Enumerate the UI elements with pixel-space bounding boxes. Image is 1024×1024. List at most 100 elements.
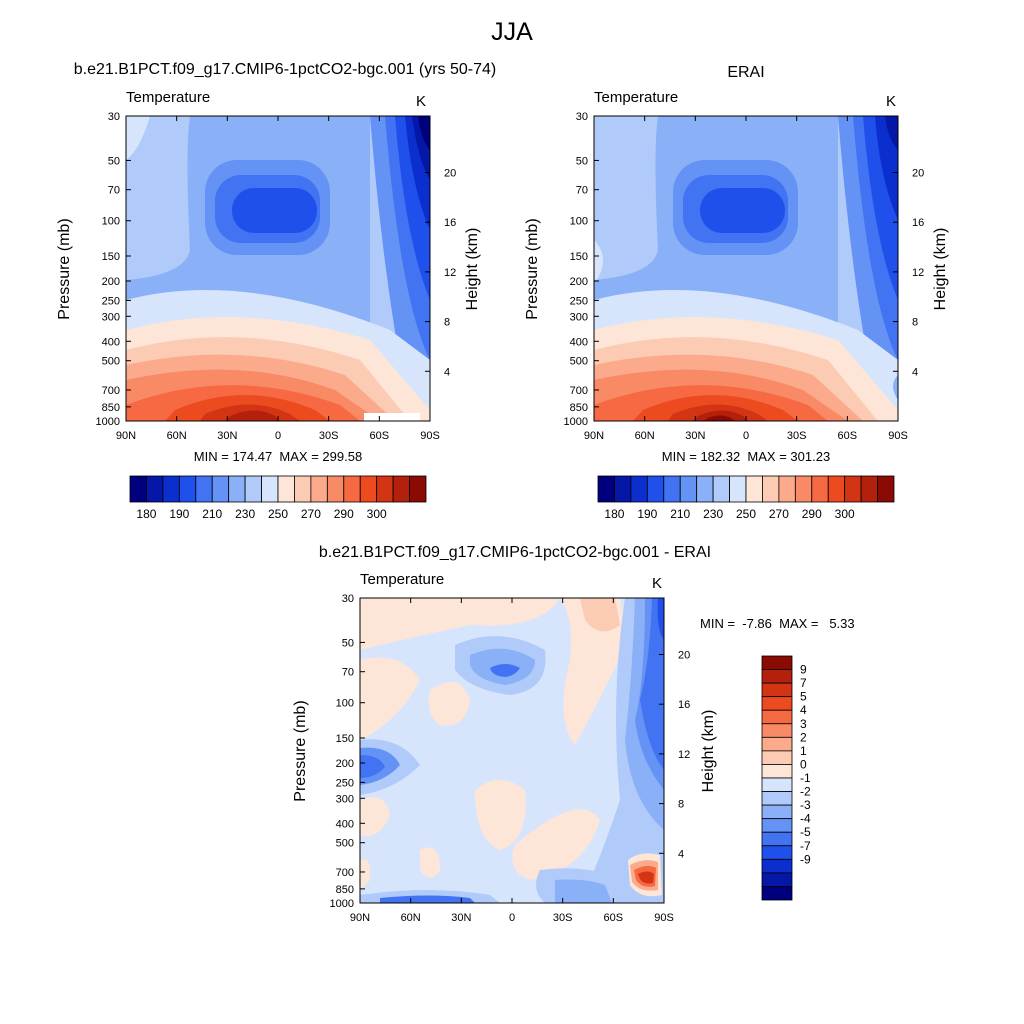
colorbar-label: -3 <box>800 798 811 812</box>
colorbar-swatch <box>761 858 793 874</box>
colorbar-swatch <box>630 475 648 503</box>
colorbar-swatch <box>614 475 632 503</box>
colorbar-swatch <box>712 475 730 503</box>
colorbar-swatch <box>761 818 793 833</box>
colorbar-swatch <box>310 475 328 503</box>
colorbar-label: 290 <box>802 507 822 521</box>
pressure-tick-label: 250 <box>102 295 120 307</box>
colorbar-label: 5 <box>800 690 807 704</box>
pressure-tick-label: 250 <box>570 295 588 307</box>
panel-title-erai: ERAI <box>727 64 765 81</box>
latitude-tick-label: 0 <box>275 430 281 442</box>
colorbar-swatch <box>761 886 793 901</box>
latitude-tick-label: 0 <box>743 430 749 442</box>
panel-title-model: b.e21.B1PCT.f09_g17.CMIP6-1pctCO2-bgc.00… <box>73 61 497 78</box>
contour-fill-erai <box>594 116 898 421</box>
height-tick-label: 16 <box>678 699 690 711</box>
height-tick-label: 8 <box>678 799 684 811</box>
pressure-tick-label: 1000 <box>96 416 120 428</box>
colorbar-swatch <box>761 845 793 860</box>
colorbar-label: 300 <box>367 507 387 521</box>
colorbar-swatch <box>761 696 793 711</box>
colorbar-swatch <box>761 804 793 820</box>
latitude-tick-label: 30S <box>319 430 339 442</box>
colorbar-label: 230 <box>703 507 723 521</box>
colorbar-swatch <box>696 475 714 503</box>
colorbar-swatch <box>146 475 164 503</box>
latitude-tick-label: 90N <box>116 430 136 442</box>
pressure-tick-label: 50 <box>576 155 588 167</box>
pressure-tick-label: 400 <box>102 336 120 348</box>
pressure-tick-label: 300 <box>570 311 588 323</box>
colorbar-label: 300 <box>835 507 855 521</box>
colorbar-swatch <box>729 475 747 503</box>
pressure-tick-label: 70 <box>342 667 354 679</box>
colorbar-label: -1 <box>800 771 811 785</box>
colorbar-swatch <box>844 475 862 503</box>
min-max-difference: MIN = -7.86 MAX = 5.33 <box>700 616 855 631</box>
colorbar-swatch <box>663 475 681 503</box>
units-label-difference: K <box>652 575 663 592</box>
colorbar-swatch <box>761 736 793 752</box>
colorbar-swatch <box>827 475 846 503</box>
latitude-tick-label: 60N <box>167 430 187 442</box>
height-tick-label: 4 <box>912 366 918 378</box>
height-tick-label: 20 <box>678 649 690 661</box>
colorbar-swatch <box>811 475 829 503</box>
pressure-tick-label: 50 <box>342 637 354 649</box>
pressure-tick-label: 50 <box>108 155 120 167</box>
pressure-tick-label: 100 <box>570 216 588 228</box>
pressure-tick-label: 1000 <box>330 898 354 910</box>
colorbar-swatch <box>877 475 895 503</box>
colorbar-label: 210 <box>670 507 690 521</box>
colorbar-erai: 180 190 210 230 250 270 290 300 <box>597 475 895 521</box>
colorbar-swatch <box>409 475 427 503</box>
temperature-contour-difference: 30 50 70 100 150 200 250 300 400 500 700 850 1000 20 1… <box>330 593 691 924</box>
pressure-tick-label: 70 <box>576 185 588 197</box>
panel-title-diff: b.e21.B1PCT.f09_g17.CMIP6-1pctCO2-bgc.00… <box>318 544 712 561</box>
colorbar-label: -4 <box>800 812 811 826</box>
colorbar-model: 180 190 210 230 250 270 290 300 <box>129 475 427 521</box>
latitude-tick-label: 0 <box>509 912 515 924</box>
ylabel-height-difference: Height (km) <box>700 709 717 793</box>
colorbar-label: 290 <box>334 507 354 521</box>
colorbar-swatch <box>195 475 213 503</box>
colorbar-swatch <box>761 655 793 670</box>
height-tick-label: 4 <box>678 848 684 860</box>
colorbar-swatch <box>343 475 361 503</box>
latitude-tick-label: 60S <box>604 912 624 924</box>
pressure-tick-label: 1000 <box>564 416 588 428</box>
colorbar-label: 180 <box>136 507 156 521</box>
colorbar-swatch <box>761 872 793 887</box>
contour-fill-difference <box>360 598 664 903</box>
pressure-tick-label: 30 <box>342 593 354 605</box>
colorbar-label: 2 <box>800 730 807 744</box>
colorbar-swatch <box>646 475 665 503</box>
colorbar-swatch <box>761 723 793 738</box>
colorbar-swatch <box>162 475 180 503</box>
pressure-tick-label: 700 <box>570 385 588 397</box>
colorbar-swatch <box>277 475 295 503</box>
pressure-tick-label: 200 <box>336 758 354 770</box>
height-tick-label: 12 <box>912 267 924 279</box>
colorbar-label: 3 <box>800 717 807 731</box>
colorbar-label: 250 <box>268 507 288 521</box>
pressure-tick-label: 200 <box>570 276 588 288</box>
contour-fill-model <box>126 116 430 421</box>
colorbar-swatch <box>392 475 410 503</box>
pressure-tick-label: 300 <box>336 793 354 805</box>
colorbar-swatch <box>679 475 698 503</box>
ylabel-pressure-difference: Pressure (mb) <box>292 700 309 802</box>
colorbar-label: -5 <box>800 825 811 839</box>
pressure-tick-label: 400 <box>570 336 588 348</box>
height-tick-label: 8 <box>912 317 918 329</box>
colorbar-label: 190 <box>637 507 657 521</box>
colorbar-swatch <box>129 475 147 503</box>
pressure-tick-label: 500 <box>336 838 354 850</box>
colorbar-swatch <box>359 475 378 503</box>
latitude-tick-label: 90S <box>420 430 440 442</box>
pressure-tick-label: 70 <box>108 185 120 197</box>
variable-label-difference: Temperature <box>360 571 445 588</box>
pressure-tick-label: 150 <box>336 733 354 745</box>
colorbar-swatch <box>761 669 793 684</box>
